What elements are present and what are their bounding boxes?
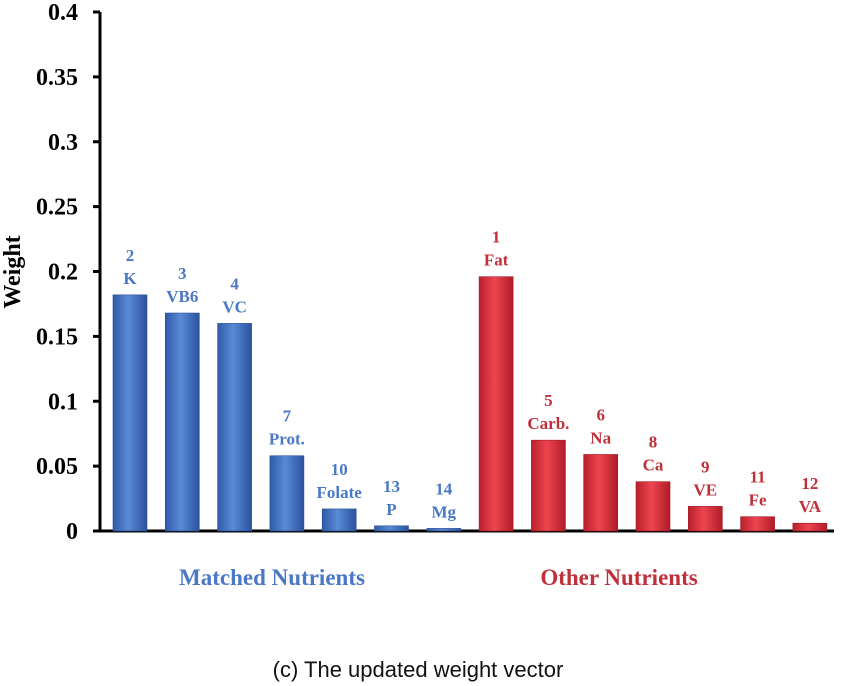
bar-mg (426, 528, 462, 532)
bar-id-label: 7 (283, 407, 292, 426)
y-tick-label: 0.25 (36, 195, 78, 221)
bar-id-label: 12 (801, 474, 818, 493)
bar-vb6 (165, 312, 200, 532)
bar-folate (321, 508, 357, 532)
bar-name-label: VB6 (166, 287, 198, 306)
bar-name-label: Carb. (527, 414, 569, 433)
bar-name-label: VA (799, 497, 822, 516)
bar-id-label: 9 (701, 457, 710, 476)
bar-name-label: Mg (432, 502, 457, 521)
bar-fat (478, 276, 514, 532)
bar-name-label: K (123, 269, 137, 288)
bar-id-label: 1 (492, 228, 501, 247)
bar-p (374, 525, 409, 532)
y-tick-label: 0.2 (48, 260, 78, 286)
bar-carb (531, 439, 566, 532)
bar-vc (217, 323, 252, 532)
bar-name-label: Folate (317, 483, 363, 502)
bar-name-label: VC (222, 297, 247, 316)
bar-id-label: 5 (544, 391, 553, 410)
bar-id-label: 4 (230, 274, 239, 293)
group-label-matched: Matched Nutrients (179, 565, 365, 590)
bar-id-label: 8 (649, 433, 658, 452)
bar-name-label: Prot. (269, 430, 305, 449)
bar-va (792, 522, 828, 532)
axes: 0 0.05 0.1 0.15 0.2 0.25 0.3 0.35 0.4 (36, 0, 834, 545)
bar-labels: 2 K 3 VB6 4 VC 7 Prot. 10 Folate 13 P 14 Mg 1 Fat 5 Carb.… (123, 228, 821, 522)
bar-id-label: 3 (178, 264, 187, 283)
bar-id-label: 6 (596, 405, 605, 424)
bars (112, 276, 828, 532)
bar-name-label: Fat (484, 251, 509, 270)
bar-id-label: 13 (383, 477, 400, 496)
bar-name-label: Na (590, 428, 611, 447)
bar-name-label: Fe (749, 491, 767, 510)
y-tick-label: 0.35 (36, 65, 78, 91)
bar-id-label: 2 (126, 246, 135, 265)
bar-prot (269, 455, 305, 532)
bar-ve (687, 506, 723, 532)
bar-name-label: Ca (643, 456, 664, 475)
figure-caption: (c) The updated weight vector (273, 657, 564, 682)
y-tick-label: 0.3 (48, 130, 78, 156)
bar-ca (635, 481, 671, 532)
bar-na (583, 454, 619, 532)
bar-fe (740, 516, 775, 532)
y-tick-label: 0.15 (36, 324, 78, 350)
bar-id-label: 10 (331, 460, 348, 479)
y-tick-label: 0.05 (36, 454, 78, 480)
y-tick-label: 0 (66, 519, 78, 545)
bar-id-label: 11 (750, 468, 766, 487)
group-label-other: Other Nutrients (540, 565, 697, 590)
bar-name-label: VE (693, 480, 717, 499)
bar-k (112, 294, 148, 532)
y-tick-label: 0.4 (48, 0, 78, 26)
y-axis-title: Weight (0, 235, 26, 308)
bar-id-label: 14 (435, 479, 453, 498)
bar-name-label: P (386, 500, 396, 519)
y-tick-label: 0.1 (48, 389, 78, 415)
